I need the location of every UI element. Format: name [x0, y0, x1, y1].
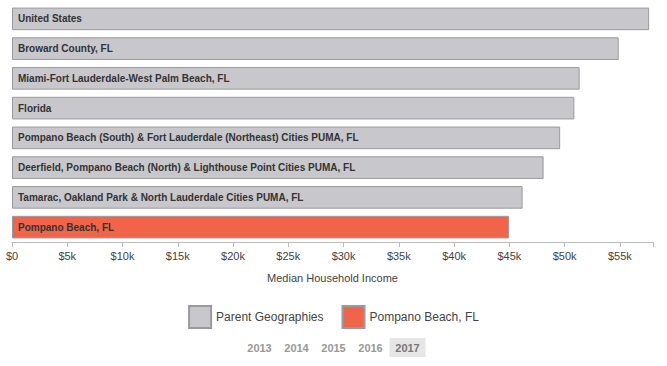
svg-text:2017: 2017: [395, 342, 419, 354]
svg-text:United States: United States: [18, 13, 82, 24]
svg-text:$5k: $5k: [58, 250, 76, 262]
svg-text:Deerfield, Pompano Beach (Nort: Deerfield, Pompano Beach (North) & Light…: [18, 162, 355, 173]
svg-text:$40k: $40k: [442, 250, 466, 262]
svg-text:$35k: $35k: [387, 250, 411, 262]
svg-text:2016: 2016: [358, 342, 382, 354]
svg-text:$30k: $30k: [332, 250, 356, 262]
svg-text:Miami-Fort Lauderdale-West Pal: Miami-Fort Lauderdale-West Palm Beach, F…: [18, 73, 230, 84]
svg-text:$15k: $15k: [166, 250, 190, 262]
svg-text:$20k: $20k: [221, 250, 245, 262]
svg-text:Florida: Florida: [18, 103, 52, 114]
svg-text:$25k: $25k: [276, 250, 300, 262]
svg-text:$55k: $55k: [608, 250, 632, 262]
svg-text:2014: 2014: [284, 342, 309, 354]
svg-text:Pompano Beach, FL: Pompano Beach, FL: [18, 222, 114, 233]
svg-text:$50k: $50k: [553, 250, 577, 262]
svg-text:Tamarac, Oakland Park & North: Tamarac, Oakland Park & North Lauderdale…: [18, 192, 303, 203]
svg-text:Pompano Beach (South) & Fort L: Pompano Beach (South) & Fort Lauderdale …: [18, 132, 359, 143]
svg-text:$0: $0: [6, 250, 18, 262]
svg-text:Broward County, FL: Broward County, FL: [18, 43, 113, 54]
svg-text:Pompano Beach, FL: Pompano Beach, FL: [370, 310, 480, 324]
svg-text:$10k: $10k: [111, 250, 135, 262]
svg-text:$45k: $45k: [497, 250, 521, 262]
svg-text:2013: 2013: [247, 342, 271, 354]
svg-text:Parent Geographies: Parent Geographies: [216, 310, 323, 324]
svg-text:2015: 2015: [321, 342, 345, 354]
svg-text:Median Household Income: Median Household Income: [267, 272, 398, 284]
